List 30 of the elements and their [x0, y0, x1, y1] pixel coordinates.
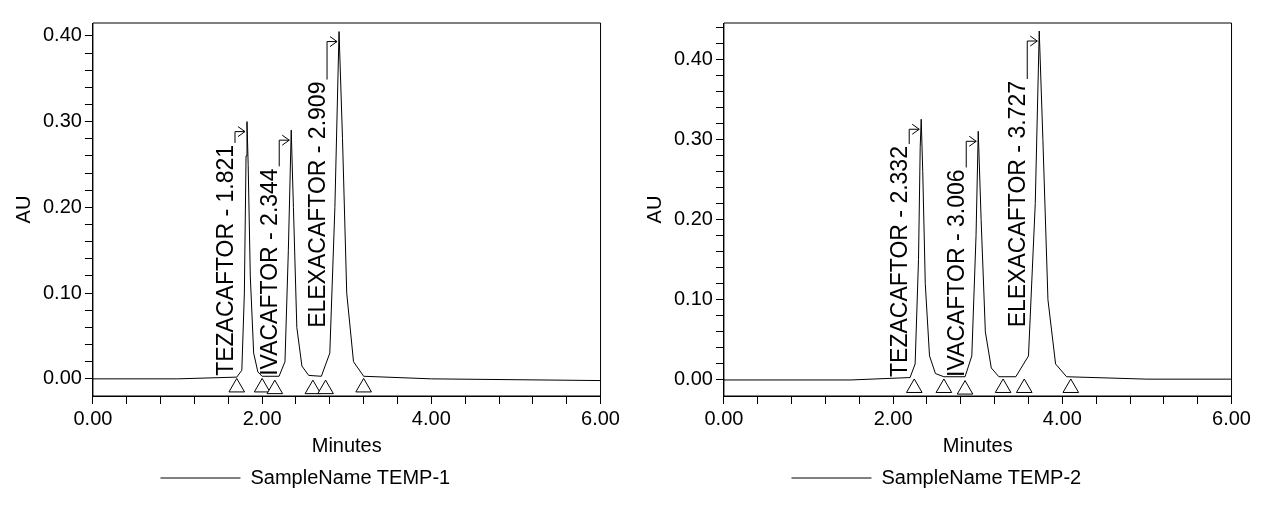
y-tick-label: 0.20 — [42, 194, 82, 217]
legend-label: SampleName TEMP-2 — [881, 465, 1082, 488]
x-tick-label: 6.00 — [1212, 406, 1252, 429]
x-tick-label: 0.00 — [704, 406, 744, 429]
x-tick-label: 2.00 — [873, 406, 913, 429]
annotation: TEZACAFTOR - 2.332 — [886, 146, 913, 377]
annotation: IVACAFTOR - 3.006 — [943, 169, 970, 377]
annotation: ELEXACAFTOR - 2.909 — [303, 81, 330, 328]
y-tick-label: 0.30 — [673, 126, 713, 149]
y-tick-label: 0.00 — [673, 367, 713, 390]
x-tick-label: 2.00 — [242, 406, 282, 429]
y-axis-title: AU — [642, 195, 665, 224]
x-tick-label: 6.00 — [581, 406, 621, 429]
x-axis-title: Minutes — [311, 433, 382, 456]
legend-label: SampleName TEMP-1 — [250, 465, 451, 488]
annotation: TEZACAFTOR - 1.821 — [211, 144, 238, 376]
x-tick-label: 4.00 — [411, 406, 451, 429]
y-tick-label: 0.40 — [42, 23, 82, 46]
x-tick-label: 0.00 — [73, 406, 113, 429]
y-tick-label: 0.20 — [673, 207, 713, 230]
y-tick-label: 0.30 — [42, 109, 82, 132]
y-tick-label: 0.40 — [673, 46, 713, 69]
y-tick-label: 0.00 — [42, 366, 82, 389]
y-tick-label: 0.10 — [673, 287, 713, 310]
x-axis-title: Minutes — [942, 433, 1013, 456]
x-tick-label: 4.00 — [1042, 406, 1082, 429]
annotation: IVACAFTOR - 2.344 — [256, 168, 283, 376]
annotation: ELEXACAFTOR - 3.727 — [1004, 81, 1031, 328]
y-tick-label: 0.10 — [42, 280, 82, 303]
y-axis-title: AU — [11, 195, 34, 224]
